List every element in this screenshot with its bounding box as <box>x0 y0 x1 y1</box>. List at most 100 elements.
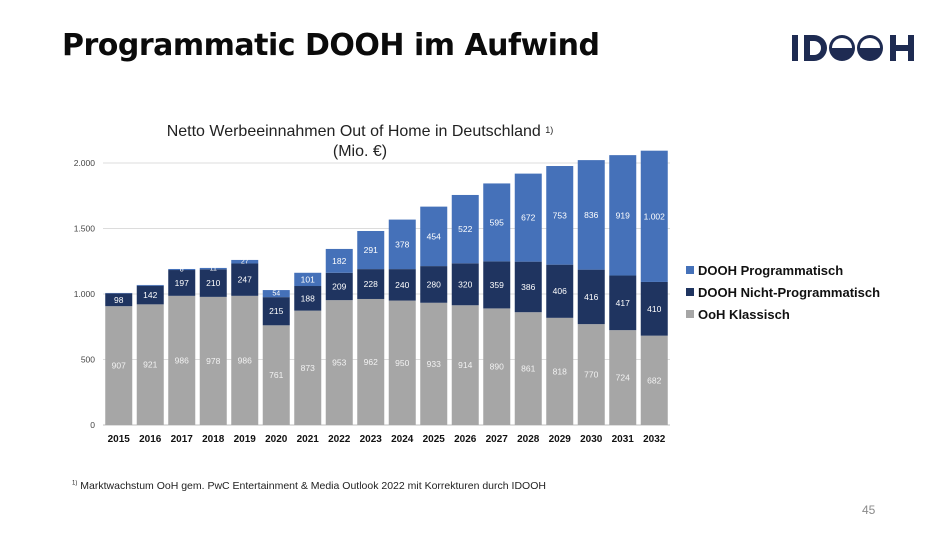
bar-segment <box>136 284 164 286</box>
bar-segment <box>199 296 227 425</box>
data-label: 378 <box>395 239 409 249</box>
data-label: 209 <box>332 281 346 291</box>
bar-segment <box>388 269 416 301</box>
data-label: 672 <box>521 213 535 223</box>
bar-segment <box>136 285 164 305</box>
legend-item-nicht-programmatisch: DOOH Nicht-Programmatisch <box>686 281 880 303</box>
bar-segment <box>451 194 479 264</box>
data-label: 416 <box>584 292 598 302</box>
chart-title-text: Netto Werbeeinnahmen Out of Home in Deut… <box>166 123 541 140</box>
data-label: 770 <box>584 370 598 380</box>
bar-segment <box>325 300 353 425</box>
chart-title: Netto Werbeeinnahmen Out of Home in Deut… <box>120 122 600 162</box>
data-label: 280 <box>427 279 441 289</box>
data-label: 873 <box>301 363 315 373</box>
bar-segment <box>168 295 196 425</box>
x-tick-label: 2019 <box>234 434 257 445</box>
data-label: 522 <box>458 224 472 234</box>
bar-segment <box>199 267 227 270</box>
data-label: 914 <box>458 360 472 370</box>
data-label: 228 <box>364 279 378 289</box>
data-label: 197 <box>175 278 189 288</box>
bar-segment <box>640 335 668 425</box>
data-label: 240 <box>395 280 409 290</box>
logo-icon <box>792 35 914 61</box>
bar-segment <box>294 310 322 425</box>
footnote: 1) Marktwachstum OoH gem. PwC Entertainm… <box>72 480 546 492</box>
bar-segment <box>420 302 448 425</box>
bar-segment <box>325 248 353 273</box>
bar-segment <box>640 150 668 282</box>
bar-segment <box>483 261 511 309</box>
x-tick-label: 2030 <box>580 434 603 445</box>
x-tick-label: 2022 <box>328 434 351 445</box>
legend-swatch-programmatisch <box>686 266 694 274</box>
bar-segment <box>231 263 259 296</box>
bar-segment <box>105 293 133 307</box>
x-tick-label: 2021 <box>297 434 320 445</box>
x-tick-label: 2020 <box>265 434 288 445</box>
bar-segment <box>514 173 542 262</box>
data-label: 8 <box>180 267 184 274</box>
bar-segment <box>388 219 416 270</box>
data-label: 1.002 <box>644 211 666 221</box>
y-tick-label: 2.000 <box>74 158 96 168</box>
slide-title: Programmatic DOOH im Aufwind <box>62 28 600 63</box>
bar-segment <box>483 308 511 425</box>
footnote-marker: 1) <box>72 480 78 487</box>
footnote-text: Marktwachstum OoH gem. PwC Entertainment… <box>80 480 546 492</box>
data-label: 818 <box>553 366 567 376</box>
bar-segment <box>451 263 479 306</box>
y-tick-label: 500 <box>81 355 95 365</box>
bar-segment <box>609 275 637 331</box>
x-tick-label: 2023 <box>360 434 383 445</box>
bar-segment <box>168 270 196 296</box>
legend-swatch-klassisch <box>686 310 694 318</box>
data-label: 98 <box>114 295 124 305</box>
bar-segment <box>546 317 574 425</box>
chart-title-footnote-marker: 1) <box>545 125 554 135</box>
legend-label-nicht-programmatisch: DOOH Nicht-Programmatisch <box>698 284 881 300</box>
y-tick-label: 1.500 <box>74 224 96 234</box>
data-label: 101 <box>301 274 315 284</box>
data-label: 320 <box>458 279 472 289</box>
page-number: 45 <box>862 503 876 517</box>
chart-subtitle: (Mio. €) <box>332 143 388 160</box>
x-tick-label: 2025 <box>423 434 446 445</box>
bar-segment <box>420 266 448 303</box>
data-label: 27 <box>241 259 249 266</box>
bar-segment <box>262 290 290 298</box>
bar-segment <box>199 269 227 297</box>
bar-segment <box>168 268 196 271</box>
bar-segment <box>514 312 542 425</box>
bar-segment <box>577 269 605 325</box>
data-label: 182 <box>332 256 346 266</box>
data-label: 953 <box>332 358 346 368</box>
data-label: 978 <box>206 356 220 366</box>
bar-segment <box>357 269 385 299</box>
bar-segment <box>546 264 574 318</box>
data-label: 188 <box>301 293 315 303</box>
data-label: 247 <box>238 275 252 285</box>
data-label: 11 <box>210 266 217 273</box>
bar-segment <box>357 230 385 270</box>
bar-segment <box>451 305 479 425</box>
data-label: 962 <box>364 357 378 367</box>
data-label: 386 <box>521 282 535 292</box>
legend-item-klassisch: OoH Klassisch <box>686 303 880 325</box>
bar-segment <box>136 304 164 425</box>
data-label: 724 <box>616 373 630 383</box>
bar-segment <box>483 183 511 262</box>
bar-segment <box>262 325 290 425</box>
data-label: 890 <box>490 362 504 372</box>
bar-segment <box>294 272 322 287</box>
legend-item-programmatisch: DOOH Programmatisch <box>686 259 880 281</box>
x-tick-label: 2017 <box>171 434 194 445</box>
x-tick-label: 2026 <box>454 434 477 445</box>
data-label: 215 <box>269 306 283 316</box>
data-label: 406 <box>553 286 567 296</box>
bar-segment <box>609 155 637 276</box>
data-label: 454 <box>427 231 441 241</box>
data-label: 682 <box>647 375 661 385</box>
data-label: 950 <box>395 358 409 368</box>
